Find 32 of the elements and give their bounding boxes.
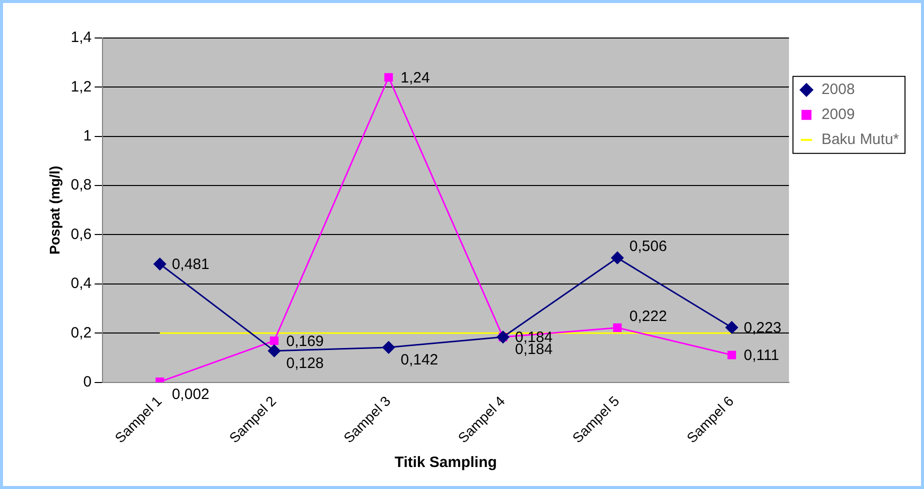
point xyxy=(268,344,280,358)
point xyxy=(384,73,393,82)
point xyxy=(154,258,166,270)
y-tick-label: 1,2 xyxy=(70,78,92,96)
y-tick-label: 0,6 xyxy=(70,226,92,243)
y-tick-label: 0 xyxy=(83,373,92,390)
point xyxy=(611,252,624,264)
x-axis-title: Titik Sampling xyxy=(394,454,497,472)
y-tick-label: 1,4 xyxy=(70,29,92,46)
legend-label: 2008 xyxy=(821,81,855,98)
data-label: 0,128 xyxy=(286,354,324,372)
data-label: 0,142 xyxy=(400,352,438,369)
point xyxy=(727,350,736,360)
data-label: 0,111 xyxy=(744,347,780,364)
point xyxy=(613,323,622,332)
point xyxy=(726,321,738,334)
data-label: 0,223 xyxy=(744,320,782,337)
data-label: 0,169 xyxy=(286,332,324,350)
point xyxy=(270,336,279,346)
legend-label: 2009 xyxy=(821,106,855,124)
data-label: 0,222 xyxy=(629,308,667,325)
data-label: 1,24 xyxy=(400,69,430,86)
legend-label: Baku Mutu* xyxy=(821,131,900,148)
y-tick-label: 0,8 xyxy=(70,176,92,194)
data-label: 0,506 xyxy=(629,238,667,255)
y-tick-label: 1 xyxy=(83,128,92,145)
y-axis-title: Pospat (mg/l) xyxy=(46,166,62,254)
y-tick-label: 0,4 xyxy=(70,275,92,292)
y-tick-label: 0,2 xyxy=(70,324,92,342)
data-label: 0,481 xyxy=(172,256,210,274)
data-label: 0,002 xyxy=(172,386,210,403)
point xyxy=(382,341,395,354)
